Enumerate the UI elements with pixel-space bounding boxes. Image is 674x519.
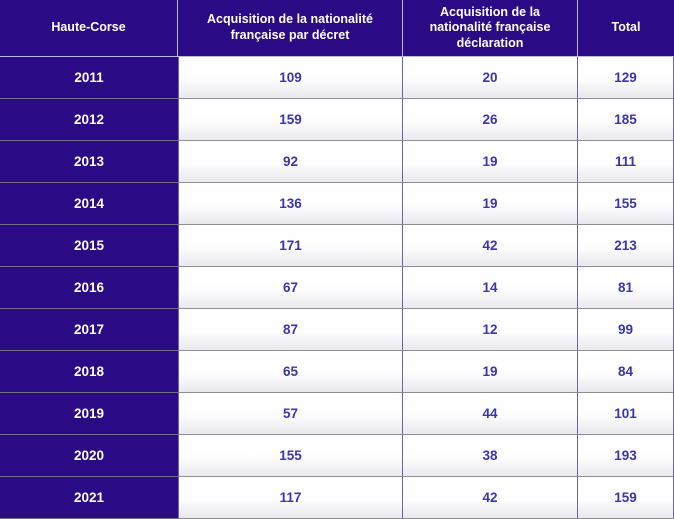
decree-value-cell: 109 <box>178 57 403 99</box>
decree-value-cell: 117 <box>178 477 403 519</box>
total-value-cell: 129 <box>578 57 674 99</box>
year-cell: 2012 <box>0 99 178 141</box>
decree-value-cell: 67 <box>178 267 403 309</box>
declaration-value-cell: 20 <box>403 57 578 99</box>
total-value-cell: 213 <box>578 225 674 267</box>
declaration-value-cell: 12 <box>403 309 578 351</box>
total-value-cell: 159 <box>578 477 674 519</box>
year-cell: 2017 <box>0 309 178 351</box>
declaration-value-cell: 42 <box>403 477 578 519</box>
total-value-cell: 81 <box>578 267 674 309</box>
total-value-cell: 185 <box>578 99 674 141</box>
year-cell: 2013 <box>0 141 178 183</box>
decree-value-cell: 65 <box>178 351 403 393</box>
header-declaration: Acquisition de la nationalité française … <box>403 0 578 57</box>
year-cell: 2015 <box>0 225 178 267</box>
declaration-value-cell: 14 <box>403 267 578 309</box>
declaration-value-cell: 26 <box>403 99 578 141</box>
declaration-value-cell: 42 <box>403 225 578 267</box>
declaration-value-cell: 38 <box>403 435 578 477</box>
declaration-value-cell: 19 <box>403 351 578 393</box>
year-cell: 2016 <box>0 267 178 309</box>
decree-value-cell: 136 <box>178 183 403 225</box>
header-decree: Acquisition de la nationalité française … <box>178 0 403 57</box>
declaration-value-cell: 19 <box>403 183 578 225</box>
decree-value-cell: 159 <box>178 99 403 141</box>
declaration-value-cell: 19 <box>403 141 578 183</box>
year-cell: 2018 <box>0 351 178 393</box>
decree-value-cell: 92 <box>178 141 403 183</box>
decree-value-cell: 155 <box>178 435 403 477</box>
total-value-cell: 155 <box>578 183 674 225</box>
decree-value-cell: 57 <box>178 393 403 435</box>
year-cell: 2020 <box>0 435 178 477</box>
header-total: Total <box>578 0 674 57</box>
declaration-value-cell: 44 <box>403 393 578 435</box>
total-value-cell: 99 <box>578 309 674 351</box>
header-region: Haute-Corse <box>0 0 178 57</box>
year-cell: 2011 <box>0 57 178 99</box>
decree-value-cell: 171 <box>178 225 403 267</box>
total-value-cell: 111 <box>578 141 674 183</box>
total-value-cell: 193 <box>578 435 674 477</box>
year-cell: 2014 <box>0 183 178 225</box>
year-cell: 2019 <box>0 393 178 435</box>
total-value-cell: 101 <box>578 393 674 435</box>
year-cell: 2021 <box>0 477 178 519</box>
total-value-cell: 84 <box>578 351 674 393</box>
decree-value-cell: 87 <box>178 309 403 351</box>
